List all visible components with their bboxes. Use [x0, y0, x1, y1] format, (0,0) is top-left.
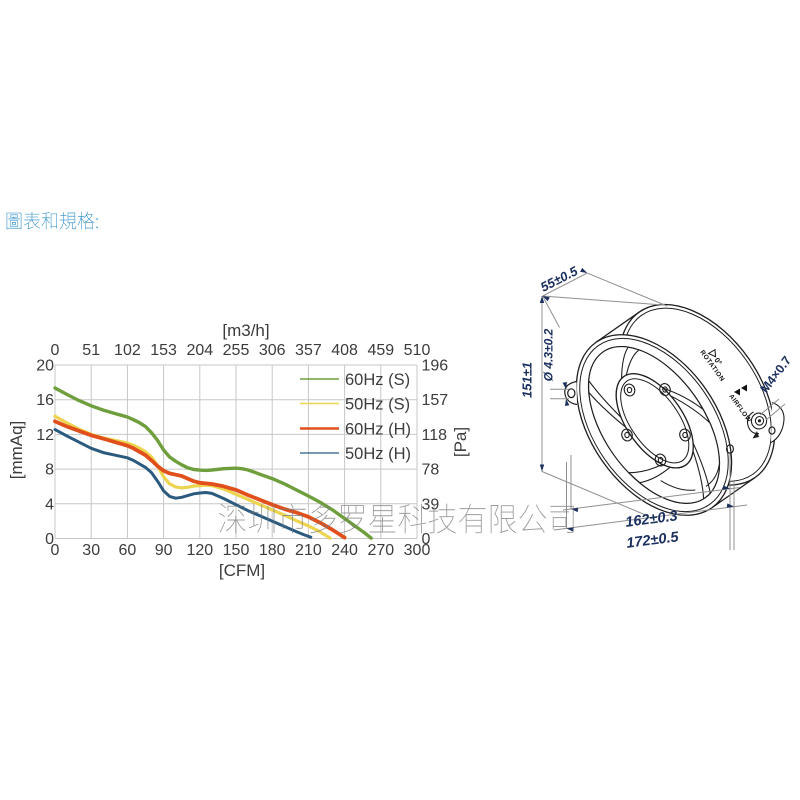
- svg-text:102: 102: [114, 342, 141, 359]
- svg-text:118: 118: [422, 427, 448, 444]
- svg-text:20: 20: [36, 358, 54, 375]
- svg-text:60: 60: [119, 542, 137, 559]
- svg-text:0°: 0°: [712, 356, 723, 367]
- svg-text:151±1: 151±1: [520, 362, 535, 398]
- svg-text:[CFM]: [CFM]: [219, 561, 265, 580]
- svg-text:180: 180: [259, 542, 286, 559]
- svg-text:60Hz (S): 60Hz (S): [345, 371, 410, 389]
- svg-text:0: 0: [51, 342, 60, 359]
- svg-text:16: 16: [36, 392, 54, 409]
- svg-text:240: 240: [331, 542, 358, 559]
- svg-text:408: 408: [331, 342, 358, 359]
- svg-text:90: 90: [155, 542, 173, 559]
- svg-text:196: 196: [422, 358, 449, 375]
- svg-text:50Hz (S): 50Hz (S): [345, 395, 410, 413]
- svg-text:60Hz (H): 60Hz (H): [345, 420, 411, 438]
- svg-text:4: 4: [45, 496, 54, 513]
- svg-text:120: 120: [186, 542, 213, 559]
- svg-text:306: 306: [259, 342, 286, 359]
- svg-text:300: 300: [404, 542, 431, 559]
- svg-text:459: 459: [367, 342, 394, 359]
- svg-text:12: 12: [36, 427, 54, 444]
- svg-text:0: 0: [51, 542, 60, 559]
- svg-text:157: 157: [422, 392, 449, 409]
- svg-text:357: 357: [295, 342, 322, 359]
- svg-text:270: 270: [367, 542, 394, 559]
- svg-text:[m3/h]: [m3/h]: [222, 321, 269, 340]
- svg-text:204: 204: [186, 342, 213, 359]
- svg-text:0: 0: [422, 531, 431, 548]
- svg-text:55±0.5: 55±0.5: [538, 263, 581, 295]
- svg-text:30: 30: [82, 542, 100, 559]
- svg-text:[Pa]: [Pa]: [451, 427, 470, 457]
- svg-text:172±0.5: 172±0.5: [626, 529, 681, 552]
- svg-text:210: 210: [295, 542, 322, 559]
- svg-text:39: 39: [422, 496, 440, 513]
- svg-text:255: 255: [223, 342, 250, 359]
- svg-text:153: 153: [150, 342, 177, 359]
- svg-text:162±0.3: 162±0.3: [625, 508, 679, 531]
- svg-text:51: 51: [82, 342, 100, 359]
- svg-text:[mmAq]: [mmAq]: [7, 421, 26, 480]
- svg-text:Ø 4.3±0.2: Ø 4.3±0.2: [542, 328, 556, 381]
- svg-text:8: 8: [45, 462, 54, 479]
- svg-text:50Hz (H): 50Hz (H): [345, 445, 411, 463]
- svg-text:78: 78: [422, 462, 440, 479]
- svg-text:M4×0.7: M4×0.7: [758, 354, 795, 396]
- svg-text:510: 510: [404, 342, 431, 359]
- svg-text:0: 0: [45, 531, 54, 548]
- svg-text:150: 150: [223, 542, 250, 559]
